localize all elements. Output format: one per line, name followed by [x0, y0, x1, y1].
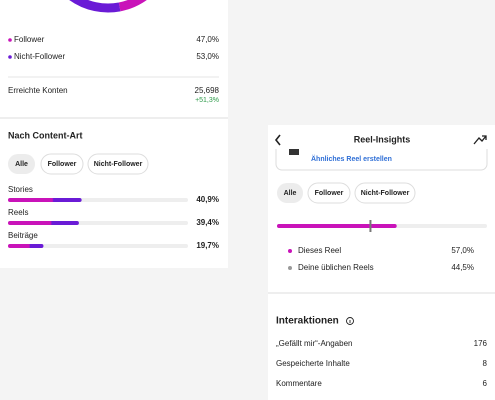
header — [268, 125, 495, 149]
row-value: 40,9% — [196, 195, 219, 204]
slider-bar — [277, 224, 397, 228]
filter-pill[interactable] — [87, 153, 149, 175]
filter-pill[interactable] — [40, 153, 84, 175]
bar-track — [8, 244, 188, 248]
metric-change: +51,3% — [195, 97, 219, 104]
legend-dot — [288, 266, 292, 270]
right-panel — [268, 125, 495, 400]
filter-label: Alle — [15, 161, 28, 168]
filter-label: Nicht-Follower — [361, 190, 410, 197]
trend-icon[interactable] — [473, 135, 487, 145]
section-title: Interaktionen — [276, 316, 339, 327]
back-button[interactable] — [274, 134, 281, 146]
legend-value: 47,0% — [196, 35, 219, 44]
row-label: Stories — [8, 185, 33, 194]
legend-label: Nicht-Follower — [14, 52, 65, 61]
row-value: 39,4% — [196, 218, 219, 227]
row-label: Kommentare — [276, 379, 322, 388]
bar — [8, 244, 44, 248]
legend-label: Dieses Reel — [298, 246, 341, 255]
donut-segment — [69, 0, 121, 13]
filter-pill[interactable] — [8, 154, 35, 174]
card-action: Ähnliches Reel erstellen — [311, 155, 392, 163]
filter-pill[interactable] — [307, 182, 351, 204]
bar — [8, 198, 82, 202]
legend-value: 53,0% — [196, 52, 219, 61]
row-value: 8 — [483, 359, 488, 368]
filter-label: Alle — [284, 190, 297, 197]
legend-value: 57,0% — [451, 246, 474, 255]
legend-label: Follower — [14, 35, 45, 44]
card-icon — [289, 149, 299, 155]
row-value: 19,7% — [196, 241, 219, 250]
metric-label: Erreichte Konten — [8, 86, 68, 95]
filter-label: Follower — [315, 190, 344, 197]
row-value: 176 — [474, 339, 488, 348]
legend-value: 44,5% — [451, 263, 474, 272]
metric-value: 25,698 — [195, 86, 220, 95]
filter-pill[interactable] — [277, 183, 303, 203]
filter-pill[interactable] — [354, 182, 416, 204]
header-title: Reel-Insights — [354, 134, 411, 144]
filter-label: Nicht-Follower — [94, 161, 143, 168]
legend-dot — [8, 38, 12, 42]
row-label: Gespeicherte Inhalte — [276, 359, 350, 368]
row-label: Beiträge — [8, 231, 38, 240]
legend-dot — [8, 55, 12, 59]
bar — [8, 221, 79, 225]
filter-label: Follower — [48, 161, 77, 168]
legend-label: Deine üblichen Reels — [298, 263, 374, 272]
info-icon[interactable] — [346, 317, 354, 325]
legend-dot — [288, 249, 292, 253]
row-label: „Gefällt mir“-Angaben — [276, 339, 352, 348]
row-value: 6 — [483, 379, 488, 388]
section-title: Nach Content-Art — [8, 130, 83, 140]
row-label: Reels — [8, 208, 28, 217]
